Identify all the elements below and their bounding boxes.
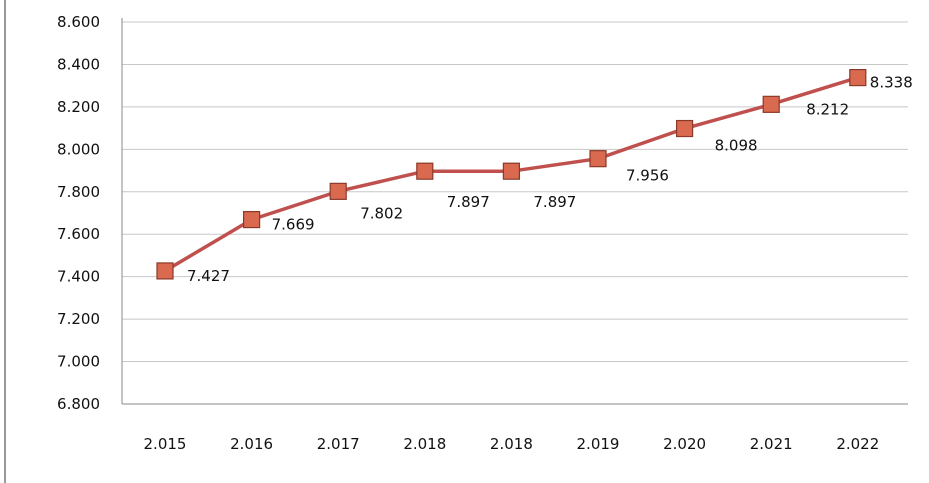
data-label: 7.956 bbox=[626, 167, 669, 185]
data-label: 7.802 bbox=[360, 204, 403, 222]
x-tick-label: 2.017 bbox=[317, 435, 360, 453]
y-tick-label: 7.400 bbox=[57, 268, 100, 286]
x-tick-label: 2.015 bbox=[144, 435, 187, 453]
data-label: 8.338 bbox=[870, 74, 913, 92]
x-tick-label: 2.018 bbox=[403, 435, 446, 453]
data-label: 7.897 bbox=[533, 193, 576, 211]
y-axis-ticks: 6.800 7.000 7.200 7.400 7.600 7.800 8.000 8.200… bbox=[57, 13, 100, 413]
x-tick-label: 2.020 bbox=[663, 435, 706, 453]
y-tick-label: 6.800 bbox=[57, 395, 100, 413]
data-point-marker bbox=[243, 210, 261, 229]
gridlines bbox=[122, 21, 908, 363]
y-tick-label: 8.600 bbox=[57, 13, 100, 31]
data-point-marker bbox=[329, 182, 347, 200]
x-tick-label: 2.019 bbox=[577, 435, 620, 453]
x-axis-ticks: 2.015 2.016 2.017 2.018 2.018 2.019 2.020 2.021… bbox=[144, 435, 880, 453]
data-point-marker bbox=[849, 69, 867, 87]
y-tick-label: 8.400 bbox=[57, 55, 100, 73]
data-point-marker bbox=[675, 119, 694, 138]
data-label: 7.427 bbox=[187, 267, 230, 285]
y-tick-label: 7.600 bbox=[57, 225, 100, 243]
y-tick-label: 8.000 bbox=[57, 140, 100, 158]
x-tick-label: 2.022 bbox=[836, 435, 879, 453]
data-label: 8.212 bbox=[806, 100, 849, 118]
x-tick-label: 2.016 bbox=[230, 435, 273, 453]
data-point-marker bbox=[502, 162, 520, 180]
data-point-marker bbox=[416, 162, 434, 180]
data-point-marker bbox=[589, 150, 607, 168]
x-tick-label: 2.021 bbox=[750, 435, 793, 453]
series bbox=[156, 69, 867, 280]
y-tick-label: 7.000 bbox=[57, 353, 100, 371]
y-tick-label: 7.800 bbox=[57, 183, 100, 201]
y-tick-label: 8.200 bbox=[57, 98, 100, 116]
data-point-marker bbox=[762, 95, 780, 113]
data-point-marker bbox=[156, 262, 174, 280]
data-labels: 7.427 7.669 7.802 7.897 7.897 7.956 8.098 8.212… bbox=[187, 74, 913, 285]
data-label: 7.669 bbox=[272, 216, 315, 234]
axes bbox=[121, 18, 908, 405]
y-tick-label: 7.200 bbox=[57, 310, 100, 328]
data-label: 8.098 bbox=[715, 137, 758, 155]
x-tick-label: 2.018 bbox=[490, 435, 533, 453]
data-label: 7.897 bbox=[447, 193, 490, 211]
